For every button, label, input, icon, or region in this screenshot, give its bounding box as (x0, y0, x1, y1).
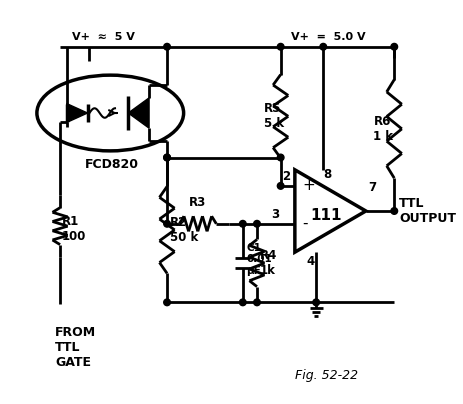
Text: C1
0.01
μF: C1 0.01 μF (246, 243, 272, 276)
Text: V+  ≈  5 V: V+ ≈ 5 V (72, 32, 135, 42)
Circle shape (163, 299, 170, 306)
Text: 4: 4 (306, 255, 314, 268)
Circle shape (312, 299, 319, 306)
Text: V+  =  5.0 V: V+ = 5.0 V (290, 32, 364, 42)
Text: FROM
TTL
GATE: FROM TTL GATE (55, 326, 96, 369)
Text: 2: 2 (282, 170, 290, 183)
Circle shape (390, 208, 397, 214)
Text: R2
50 k: R2 50 k (169, 216, 198, 244)
Circle shape (239, 221, 245, 227)
Text: +: + (302, 179, 314, 194)
Text: -: - (302, 216, 307, 231)
Circle shape (163, 44, 170, 50)
Text: FCD820: FCD820 (85, 158, 139, 171)
Circle shape (277, 44, 283, 50)
Polygon shape (67, 103, 88, 122)
Text: 3: 3 (270, 208, 279, 221)
Circle shape (277, 154, 283, 161)
Text: 111: 111 (309, 208, 341, 223)
Text: 8: 8 (323, 168, 331, 181)
Circle shape (253, 221, 260, 227)
Circle shape (239, 299, 245, 306)
Text: R1
100: R1 100 (62, 215, 86, 242)
Circle shape (253, 299, 260, 306)
Text: TTL
OUTPUT: TTL OUTPUT (398, 197, 455, 225)
Polygon shape (128, 98, 149, 128)
Text: R5
5 k: R5 5 k (263, 102, 283, 130)
Text: R3: R3 (189, 196, 206, 208)
Circle shape (319, 44, 326, 50)
Circle shape (163, 154, 170, 161)
Text: R4
1k: R4 1k (259, 249, 276, 277)
Circle shape (163, 221, 170, 227)
Circle shape (390, 44, 397, 50)
Text: Fig. 52-22: Fig. 52-22 (294, 369, 357, 382)
Text: R6
1 k: R6 1 k (373, 115, 393, 143)
Text: 7: 7 (367, 181, 375, 194)
Circle shape (163, 154, 170, 161)
Circle shape (277, 183, 283, 189)
